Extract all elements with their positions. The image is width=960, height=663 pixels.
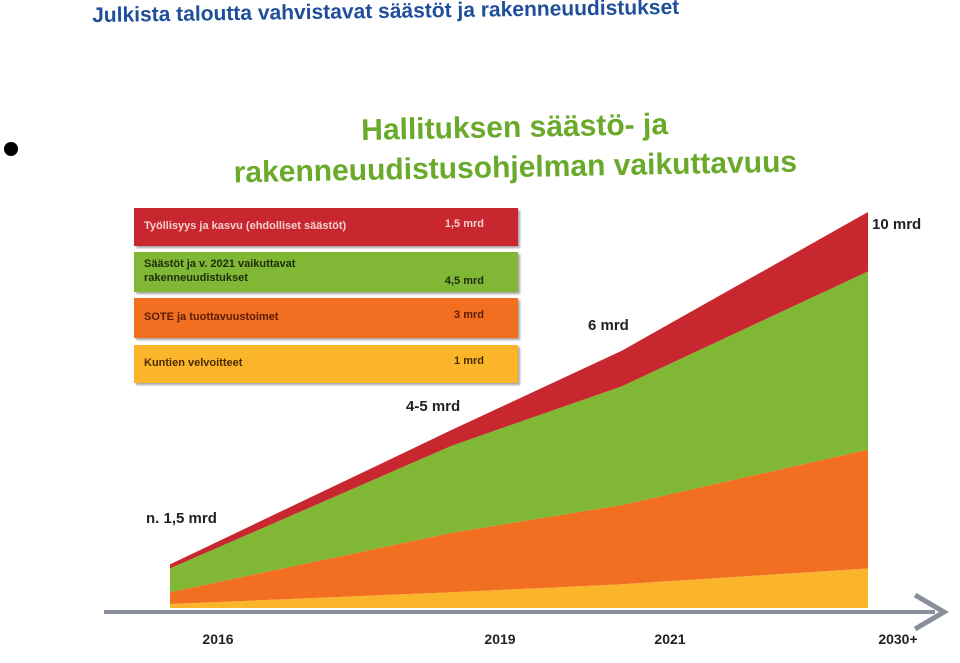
x-tick-label-2030plus: 2030+ [878,631,917,647]
area-series-2 [170,449,868,604]
bullet-point [4,142,18,156]
legend-value: 1,5 mrd [444,218,484,230]
legend-item-4: Kuntien velvoitteet 1 mrd [134,345,518,383]
total-annotation-2019: 4-5 mrd [406,398,460,415]
legend-label: Työllisyys ja kasvu (ehdolliset säästöt) [144,220,347,232]
legend-label: Kuntien velvoitteet [144,357,243,369]
legend-item-3: SOTE ja tuottavuustoimet 3 mrd [134,298,518,338]
area-series-1 [170,568,868,608]
total-annotation-2030plus: 10 mrd [872,216,921,233]
area-series-3 [170,271,868,593]
total-annotation-2021: 6 mrd [588,317,629,334]
area-series-4 [170,212,868,569]
legend-value: 3 mrd [454,309,484,321]
legend-item-1: Työllisyys ja kasvu (ehdolliset säästöt)… [134,208,518,246]
legend-item-2: Säästöt ja v. 2021 vaikuttavat rakenneuud… [134,252,518,292]
x-tick-label-2019: 2019 [484,631,515,647]
legend-label: SOTE ja tuottavuustoimet [144,311,279,323]
x-axis-arrow-icon [913,592,949,632]
legend-value: 1 mrd [454,355,484,367]
x-tick-label-2021: 2021 [654,631,685,647]
x-tick-label-2016: 2016 [202,631,233,647]
legend-label: Säästöt ja v. 2021 vaikuttavat rakenneuud… [144,258,296,284]
legend-value: 4,5 mrd [444,275,484,287]
total-annotation-2016: n. 1,5 mrd [146,510,217,527]
